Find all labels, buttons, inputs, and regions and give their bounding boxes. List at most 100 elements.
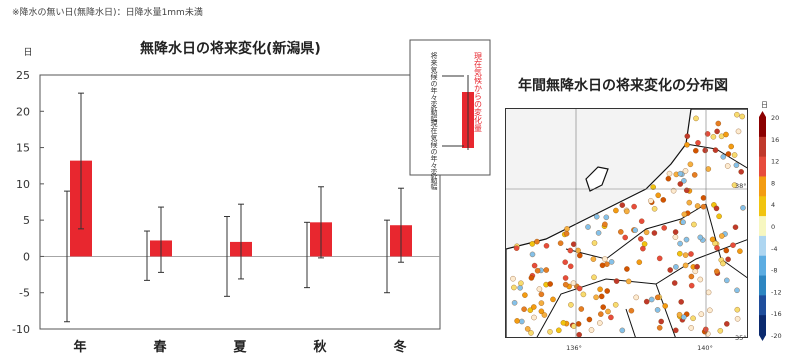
y-tick-label: 15 xyxy=(16,142,30,155)
station-dot xyxy=(695,140,701,146)
station-dot xyxy=(651,230,658,236)
station-dot xyxy=(575,321,582,327)
station-dot xyxy=(534,238,540,245)
station-dot xyxy=(638,218,645,224)
station-dot xyxy=(660,197,667,203)
station-dot xyxy=(734,287,740,294)
station-dot xyxy=(562,275,569,281)
plot-frame xyxy=(39,74,441,330)
station-dot xyxy=(547,329,553,335)
station-dot xyxy=(692,268,699,275)
y-tick-label: 5 xyxy=(23,214,30,227)
x-category-label: 秋 xyxy=(313,339,327,354)
station-dot xyxy=(529,241,536,247)
station-dot xyxy=(712,240,718,247)
station-dot xyxy=(691,172,698,178)
definition-note: ※降水の無い日(無降水日)：日降水量1mm未満 xyxy=(12,8,203,18)
station-dot xyxy=(651,206,658,212)
station-dot xyxy=(517,285,523,291)
station-dot xyxy=(728,143,734,150)
station-dot xyxy=(603,214,610,221)
station-dot xyxy=(737,248,743,254)
station-dot xyxy=(531,262,538,269)
station-dot xyxy=(632,227,638,233)
station-dot xyxy=(700,203,707,210)
station-dot xyxy=(688,273,695,280)
station-dot xyxy=(648,198,654,204)
station-dot xyxy=(738,169,744,175)
station-dot xyxy=(682,262,689,269)
station-dot xyxy=(734,316,741,322)
station-dot xyxy=(556,327,562,334)
prefecture-border xyxy=(625,308,636,337)
station-dot xyxy=(654,294,661,301)
station-dot xyxy=(739,113,745,120)
station-dot xyxy=(591,240,598,246)
station-dot xyxy=(714,268,720,275)
station-dot xyxy=(732,224,739,230)
map-title: 年間無降水日の将来変化の分布図 xyxy=(518,78,728,94)
station-dot xyxy=(564,226,570,232)
station-dot xyxy=(698,311,705,317)
x-category-label: 夏 xyxy=(232,340,247,354)
station-dot xyxy=(563,230,570,237)
station-dot xyxy=(593,294,599,301)
station-dot xyxy=(693,147,699,154)
station-dot xyxy=(707,307,713,314)
station-dot xyxy=(576,331,582,337)
station-dot xyxy=(597,286,603,293)
station-dot xyxy=(562,259,568,265)
station-dot xyxy=(608,314,614,321)
station-dot xyxy=(641,241,648,247)
station-dot xyxy=(648,296,655,303)
station-dot xyxy=(694,263,700,270)
station-dot xyxy=(690,315,696,322)
station-dot xyxy=(714,245,720,251)
station-dot xyxy=(723,131,729,138)
station-dot xyxy=(671,280,678,286)
station-dot xyxy=(735,128,742,135)
station-dot xyxy=(683,187,690,194)
station-dot xyxy=(731,152,738,158)
station-dot xyxy=(720,260,726,267)
station-dot xyxy=(557,240,564,246)
station-dot xyxy=(656,325,663,331)
station-dot xyxy=(624,266,630,272)
station-dot xyxy=(687,161,694,168)
station-dot xyxy=(670,187,677,194)
bar-chart-title: 無降水日の将来変化(新潟県) xyxy=(140,41,321,57)
station-dot xyxy=(534,267,541,274)
station-dot xyxy=(694,203,701,209)
station-dot xyxy=(631,203,637,210)
station-dot xyxy=(547,281,553,287)
station-dot xyxy=(527,307,534,313)
station-dot xyxy=(577,252,583,259)
station-dot xyxy=(591,274,597,281)
station-dot xyxy=(723,247,730,254)
station-dot xyxy=(715,120,722,127)
station-dot xyxy=(593,213,600,220)
station-dot xyxy=(633,294,639,301)
station-dot xyxy=(643,229,650,236)
y-tick-label: 10 xyxy=(16,178,30,191)
station-dot xyxy=(580,291,587,298)
station-dot xyxy=(541,312,548,318)
station-dot xyxy=(724,277,730,284)
station-dot xyxy=(666,170,673,177)
station-dot xyxy=(724,163,731,169)
station-dot xyxy=(656,255,663,262)
x-category-label: 年 xyxy=(73,339,86,354)
station-dot xyxy=(710,134,717,140)
station-dot xyxy=(661,225,667,231)
station-dot xyxy=(613,207,619,214)
station-dot xyxy=(600,304,606,310)
station-dot xyxy=(619,327,626,334)
station-dot xyxy=(510,275,516,282)
legend-current-error-label: 現在気候の年々変動幅 xyxy=(430,120,438,191)
station-dot xyxy=(511,284,517,291)
station-dot xyxy=(638,236,644,242)
station-dot xyxy=(682,252,689,258)
station-dot xyxy=(650,184,656,190)
station-dot xyxy=(655,192,661,199)
station-dot xyxy=(714,128,720,135)
